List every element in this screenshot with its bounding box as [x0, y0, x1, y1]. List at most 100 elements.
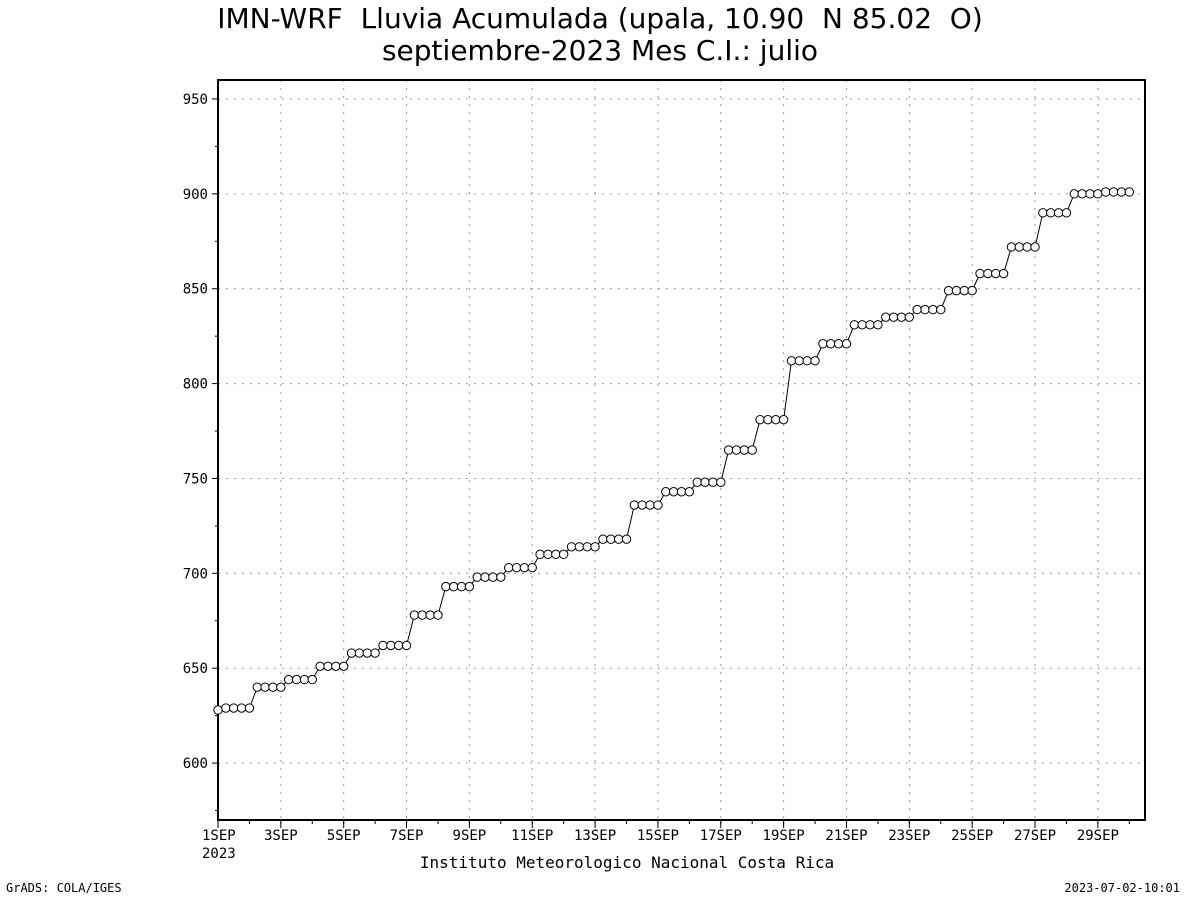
data-point: [1061, 208, 1072, 218]
data-point: [346, 648, 357, 658]
data-point: [252, 682, 262, 692]
data-point: [1046, 208, 1056, 218]
data-point: [661, 487, 671, 497]
data-point: [802, 356, 812, 366]
data-point: [503, 562, 514, 573]
data-point: [354, 648, 365, 658]
xtick-label: 3SEP: [264, 828, 298, 844]
data-point: [1101, 187, 1111, 197]
data-point: [480, 572, 490, 582]
data-point: [967, 285, 977, 296]
chart-title: IMN-WRF Lluvia Acumulada (upala, 10.90 N…: [217, 2, 983, 35]
xtick-label: 25SEP: [951, 828, 993, 844]
data-point: [378, 640, 388, 651]
xtick-label: 15SEP: [637, 828, 679, 844]
data-point: [739, 445, 750, 455]
data-point: [1030, 242, 1040, 252]
data-point: [260, 682, 270, 692]
data-point: [1077, 189, 1087, 199]
xtick-label: 13SEP: [574, 828, 616, 844]
xtick-label: 11SEP: [511, 828, 553, 844]
data-point: [448, 581, 459, 592]
data-point: [873, 320, 883, 330]
data-point: [778, 414, 789, 425]
data-point: [818, 339, 828, 349]
data-point: [637, 500, 647, 510]
chart-subtitle: septiembre-2023 Mes C.I.: julio: [381, 34, 819, 67]
data-point: [1124, 187, 1134, 197]
xtick-label: 29SEP: [1077, 828, 1119, 844]
data-point: [276, 682, 286, 692]
xtick-label: 19SEP: [763, 828, 805, 844]
data-point: [1022, 242, 1032, 252]
data-point: [582, 542, 592, 552]
data-point: [331, 661, 341, 672]
data-point: [574, 542, 585, 552]
data-point: [213, 705, 223, 715]
data-point: [338, 661, 349, 672]
credit-text: Instituto Meteorologico Nacional Costa R…: [419, 853, 835, 872]
data-point: [676, 487, 687, 497]
data-point: [959, 285, 970, 296]
data-point: [370, 648, 380, 658]
data-point: [700, 477, 710, 487]
data-point: [881, 312, 891, 322]
data-point: [731, 445, 742, 455]
data-point: [535, 549, 545, 560]
data-point: [888, 312, 899, 322]
plot-frame: [217, 79, 1146, 821]
data-point: [810, 356, 820, 366]
ytick-label: 750: [183, 471, 208, 487]
data-point: [928, 304, 938, 315]
data-point: [488, 572, 498, 582]
data-point: [551, 549, 561, 560]
data-point: [786, 356, 797, 366]
data-point: [464, 581, 475, 592]
xtick-label: 21SEP: [825, 828, 867, 844]
data-point: [441, 581, 451, 592]
data-point: [244, 703, 255, 713]
data-point: [991, 268, 1001, 279]
data-point: [417, 610, 427, 620]
data-point: [606, 534, 616, 544]
xtick-label: 5SEP: [327, 828, 361, 844]
data-point: [1085, 189, 1095, 199]
data-point: [613, 534, 624, 544]
data-point: [951, 285, 962, 296]
data-point: [653, 500, 663, 510]
footer-software: GrADS: COLA/IGES: [6, 881, 122, 895]
data-point: [307, 674, 317, 685]
data-point: [1108, 187, 1119, 197]
data-point: [668, 487, 679, 497]
data-point: [841, 339, 852, 349]
data-point: [904, 312, 915, 322]
data-point: [299, 674, 310, 685]
data-point: [519, 562, 530, 573]
data-point: [1006, 242, 1017, 252]
ytick-label: 600: [183, 756, 208, 772]
data-point: [221, 703, 231, 713]
ytick-label: 700: [183, 566, 208, 582]
data-point: [1093, 189, 1103, 199]
data-point: [472, 572, 482, 582]
data-point: [590, 542, 600, 552]
data-point: [558, 549, 569, 560]
ytick-label: 950: [183, 92, 208, 108]
data-point: [409, 610, 420, 620]
ytick-label: 800: [183, 377, 208, 393]
ytick-label: 900: [183, 187, 208, 203]
xtick-label: 7SEP: [390, 828, 424, 844]
data-point: [723, 445, 734, 455]
data-point: [1069, 189, 1079, 199]
data-point: [323, 661, 333, 672]
data-point: [1116, 187, 1127, 197]
data-point: [291, 674, 302, 685]
xtick-label: 23SEP: [888, 828, 930, 844]
ytick-label: 650: [183, 661, 208, 677]
data-point: [716, 477, 726, 487]
data-point: [362, 648, 372, 658]
data-point: [943, 285, 954, 296]
data-point: [598, 534, 608, 544]
series-accumulated-rain: [213, 187, 1134, 715]
